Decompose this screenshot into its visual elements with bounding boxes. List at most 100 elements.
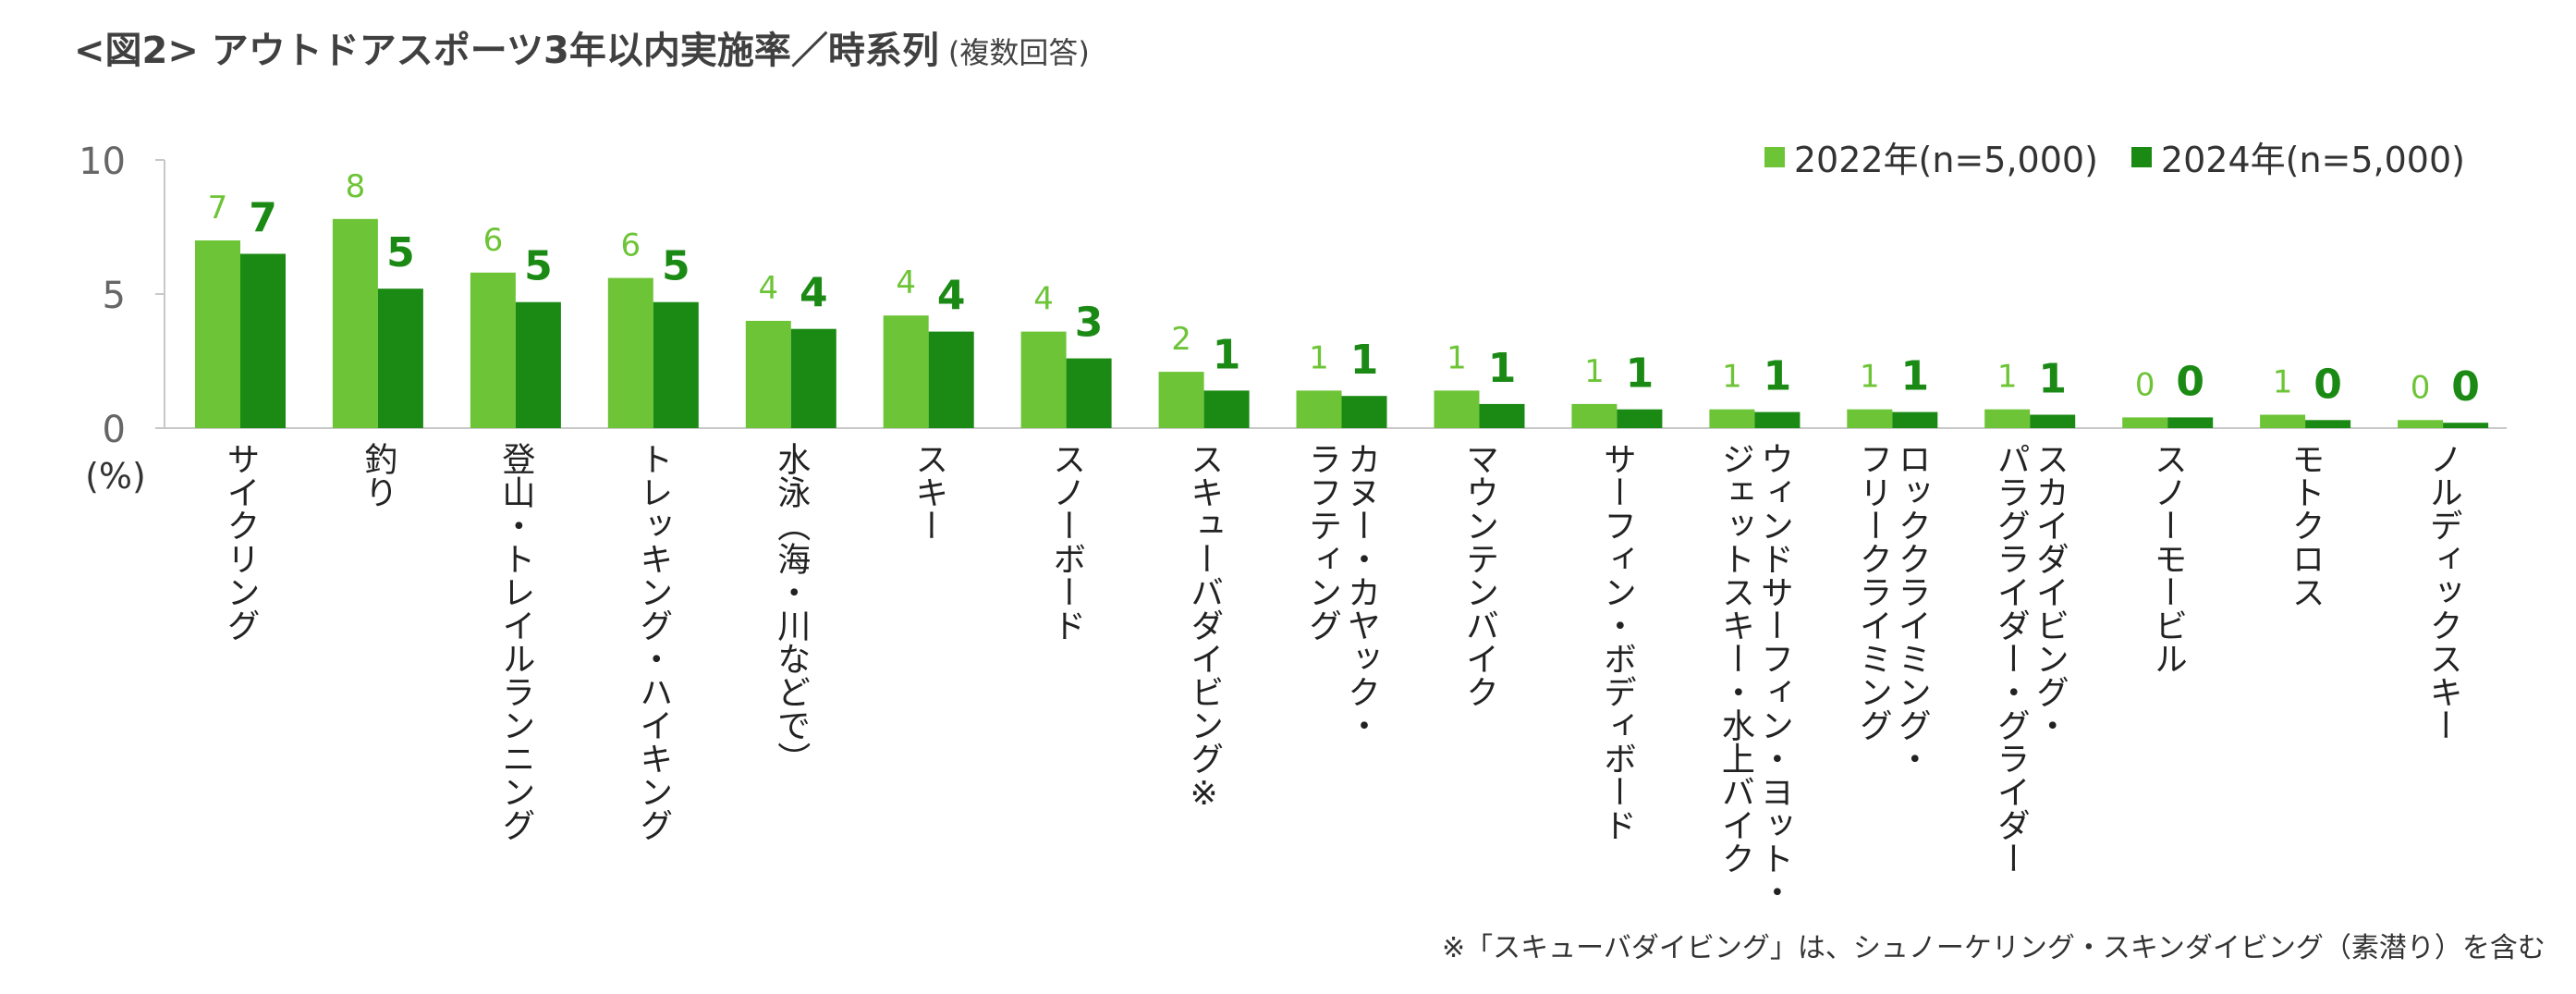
bar-2024 (1892, 411, 1938, 428)
data-label-2022: 0 (2135, 366, 2155, 403)
category-label: スキューバダイビング※ (1185, 442, 1223, 813)
data-label-2024: 4 (937, 273, 966, 320)
category-label: パラグライダー・グライダー (1992, 442, 2030, 875)
legend-item-2024: 2024年(n=5,000) (2130, 131, 2465, 182)
category-label: 登山・トレイルランニング (496, 442, 535, 841)
bar-2024 (1754, 411, 1801, 428)
category-label: 釣り (359, 442, 397, 509)
bar-2022 (607, 277, 653, 428)
data-label-2022: 6 (620, 227, 641, 264)
data-label-2022: 1 (1997, 359, 2018, 396)
bar-2024 (2030, 414, 2076, 428)
category-label: ラフティング (1303, 442, 1341, 642)
data-label-2024: 1 (1626, 350, 1654, 398)
data-label-2024: 5 (524, 243, 553, 290)
category-label: トレッキング・ハイキング (634, 442, 672, 841)
legend-label-2024: 2024年(n=5,000) (2160, 140, 2465, 180)
bar-2024 (240, 253, 286, 428)
legend: 2022年(n=5,000) 2024年(n=5,000) (1764, 131, 2465, 182)
category-label: ロッククライミング・ (1893, 442, 1931, 775)
bar-2024 (1341, 396, 1387, 428)
bar-2022 (1296, 390, 1342, 428)
category-label: マウンテンバイク (1460, 442, 1498, 708)
data-label-2024: 1 (1764, 353, 1792, 400)
bar-2024 (1479, 403, 1525, 428)
bar-2022 (1020, 331, 1067, 428)
bar-2024 (928, 331, 974, 428)
data-label-2022: 1 (1309, 339, 1329, 376)
bar-2022 (1158, 372, 1204, 428)
y-unit-label: (%) (85, 456, 146, 497)
legend-swatch-2022 (1764, 146, 1785, 167)
category-label: スノーモービル (2149, 442, 2187, 675)
category-label: カヌー・カヤック・ (1342, 442, 1380, 742)
data-label-2022: 1 (1860, 359, 1880, 396)
category-label: ノルディックスキー (2424, 442, 2462, 742)
legend-swatch-2024 (2130, 146, 2152, 167)
category-label: フリークライミング (1854, 442, 1892, 742)
data-label-2022: 4 (1033, 281, 1054, 318)
category-label: サーフィン・ボディボード (1598, 442, 1636, 841)
data-label-2024: 1 (1900, 353, 1929, 400)
bar-2022 (745, 321, 791, 428)
category-label: モトクロス (2287, 442, 2325, 608)
data-label-2022: 8 (346, 168, 366, 205)
y-tick-label: 10 (79, 141, 126, 183)
chart-title: <図2> アウトドアスポーツ3年以内実施率／時系列 (複数回答) (74, 20, 1090, 74)
data-label-2024: 7 (249, 195, 277, 242)
bar-2024 (377, 288, 423, 428)
bar-2022 (1434, 390, 1480, 428)
data-label-2024: 5 (662, 243, 690, 290)
legend-item-2022: 2022年(n=5,000) (1764, 131, 2098, 182)
bar-2024 (2167, 417, 2214, 428)
data-label-2024: 3 (1075, 300, 1104, 347)
data-label-2024: 0 (2314, 361, 2342, 408)
data-label-2022: 1 (1584, 353, 1605, 390)
data-label-2022: 7 (208, 190, 228, 227)
bar-2022 (883, 315, 929, 428)
y-tick-label: 0 (103, 409, 126, 451)
bar-2024 (1066, 358, 1112, 428)
category-label: スノーボード (1047, 442, 1085, 642)
legend-label-2022: 2022年(n=5,000) (1793, 140, 2098, 180)
category-label: スキー (910, 442, 947, 542)
bar-2022 (470, 272, 516, 428)
bar-2022 (1984, 409, 2031, 428)
data-label-2024: 1 (1350, 337, 1379, 384)
bar-2022 (2260, 414, 2306, 428)
data-label-2022: 6 (483, 222, 504, 259)
bar-2024 (2305, 420, 2351, 428)
data-label-2022: 4 (758, 270, 778, 307)
bar-2024 (1203, 390, 1250, 428)
category-label: ジェットスキー・水上バイク (1716, 442, 1754, 875)
category-label: スカイダイビング・ (2031, 442, 2069, 742)
data-label-2024: 4 (800, 270, 828, 317)
footnote: ※「スキューバダイビング」は、シュノーケリング・スキンダイビング（素潜り）を含む (1442, 932, 2545, 964)
data-label-2022: 4 (896, 264, 916, 301)
bar-2022 (1709, 409, 1755, 428)
category-label: ウィンドサーフィン・ヨット・ (1755, 442, 1793, 908)
bar-2022 (332, 218, 378, 428)
title-text: <図2> アウトドアスポーツ3年以内実施率／時系列 (74, 30, 939, 72)
data-label-2022: 1 (2273, 364, 2293, 401)
bar-2022 (1847, 409, 1893, 428)
data-label-2022: 1 (1722, 359, 1742, 396)
bar-2022 (2398, 420, 2444, 428)
bar-2024 (2443, 423, 2489, 428)
bar-2022 (1571, 403, 1618, 428)
chart-subtitle: (複数回答) (947, 35, 1090, 70)
bar-2022 (195, 240, 240, 428)
bar-2024 (653, 301, 699, 428)
data-label-2024: 0 (2451, 363, 2480, 411)
data-label-2024: 5 (386, 229, 415, 276)
data-label-2024: 0 (2176, 358, 2204, 405)
y-tick-label: 5 (103, 275, 126, 317)
bar-2024 (1617, 409, 1663, 428)
data-label-2022: 0 (2411, 369, 2431, 406)
category-label: 水泳（海・川などで） (772, 442, 811, 775)
data-label-2022: 2 (1171, 321, 1191, 358)
bar-2024 (515, 301, 561, 428)
bar-2022 (2122, 417, 2168, 428)
data-label-2022: 1 (1447, 339, 1467, 376)
